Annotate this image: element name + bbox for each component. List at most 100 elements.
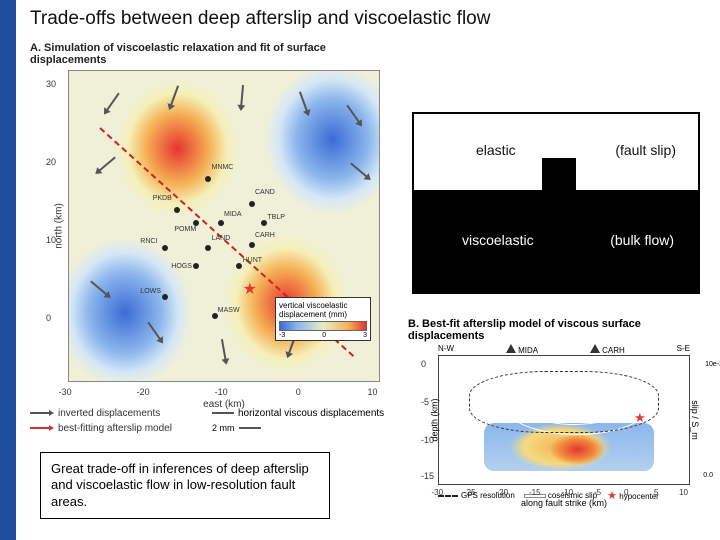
station-label: HUNT [243, 257, 262, 264]
legend-label: horizontal viscous displacements [238, 408, 384, 419]
xtick: -25 [464, 488, 476, 497]
colorbar-tick: -3 [279, 332, 285, 339]
panel-b-nw-label: N-W [438, 344, 454, 355]
panel-b-caption: B. Best-fit afterslip model of viscous s… [408, 318, 710, 342]
station-label: MIDA [518, 346, 538, 355]
gps-resolution-contour [469, 371, 659, 432]
triangle-icon [590, 344, 600, 353]
ytick: 20 [46, 157, 56, 167]
panel-a-scale: horizontal viscous displacements 2 mm [212, 408, 384, 434]
station-label: TBLP [267, 214, 285, 221]
arrow-icon [212, 412, 234, 414]
station-marker [261, 220, 267, 226]
xtick: 10 [368, 387, 378, 397]
ytick: -10 [421, 435, 434, 445]
colorbar-label: vertical viscoelastic [279, 301, 367, 310]
ytick: -5 [421, 397, 429, 407]
station-label: RNCI [140, 238, 157, 245]
xtick: -5 [594, 488, 601, 497]
xtick: 10 [679, 488, 688, 497]
station-marker [218, 220, 224, 226]
ytick: -15 [421, 471, 434, 481]
arrow-icon [350, 163, 370, 180]
panel-a-plot: MNMC PKDB CAND POMM MIDA TBLP RNCI LAND … [68, 70, 380, 382]
xtick: -10 [562, 488, 574, 497]
xtick: -30 [59, 387, 72, 397]
station-marker [193, 220, 199, 226]
arrow-icon [104, 93, 119, 114]
xtick: -15 [529, 488, 541, 497]
xtick: -20 [137, 387, 150, 397]
station-label: CARH [255, 232, 275, 239]
xtick: 0 [624, 488, 628, 497]
ytick: 0 [421, 359, 426, 369]
fault-slip-label: (fault slip) [615, 142, 676, 158]
bulk-flow-label: (bulk flow) [610, 232, 674, 248]
page-title: Trade-offs between deep afterslip and vi… [30, 8, 490, 30]
station-marker [236, 263, 242, 269]
arrow-icon [221, 339, 227, 363]
station-marker [193, 263, 199, 269]
arrow-icon [169, 85, 179, 108]
station-label: LAND [212, 235, 231, 242]
station-label: MIDA [224, 211, 242, 218]
panel-b-plot: ★ depth (km) along fault strike (km) sli… [438, 355, 690, 485]
panel-a-colorbar: vertical viscoelastic displacement (mm) … [275, 297, 371, 341]
elastic-label: elastic [476, 142, 516, 158]
legend-label: best-fitting afterslip model [58, 423, 172, 434]
xtick: -20 [497, 488, 509, 497]
station-marker [162, 245, 168, 251]
colorbar-tick: 3 [363, 332, 367, 339]
colorbar-label2: displacement (mm) [279, 310, 367, 319]
layer-diagram: elastic (fault slip) viscoelastic (bulk … [412, 112, 700, 294]
summary-textbox: Great trade-off in inferences of deep af… [40, 452, 330, 519]
arrow-icon [240, 85, 244, 109]
station-marker [212, 313, 218, 319]
panel-a: A. Simulation of viscoelastic relaxation… [30, 42, 390, 407]
station-label: MNMC [212, 164, 234, 171]
xtick: -10 [215, 387, 228, 397]
ytick: 30 [46, 79, 56, 89]
station-label: PKDB [153, 195, 172, 202]
arrow-icon [30, 412, 52, 414]
station-marker [162, 294, 168, 300]
arrow-icon [30, 427, 52, 429]
hypocenter-star-icon: ★ [243, 279, 257, 299]
star-icon: ★ [607, 490, 617, 502]
xtick: 0 [296, 387, 301, 397]
legend-label: inverted displacements [58, 408, 160, 419]
station-label: LOWS [140, 288, 161, 295]
fault-notch [542, 158, 576, 190]
xtick: -30 [432, 488, 444, 497]
panel-a-caption: A. Simulation of viscoelastic relaxation… [30, 42, 390, 66]
ytick: 0 [46, 313, 51, 323]
panel-b: B. Best-fit afterslip model of viscous s… [408, 318, 710, 508]
station-label: POMM [174, 226, 196, 233]
triangle-icon [506, 344, 516, 353]
panel-b-xlabel: along fault strike (km) [521, 498, 607, 508]
colorbar-strip [279, 321, 367, 331]
station-marker [249, 242, 255, 248]
station-label: HOGS [171, 263, 192, 270]
slip-scale-top: 10e-3 [705, 361, 720, 368]
ytick: 10 [46, 235, 56, 245]
station-marker [205, 176, 211, 182]
arrow-icon [96, 157, 116, 174]
xtick: 5 [654, 488, 658, 497]
station-label: CARH [602, 346, 625, 355]
panel-b-se-label: S-E [677, 344, 690, 355]
panel-a-legend: inverted displacements best-fitting afte… [30, 408, 172, 434]
left-accent-bar [0, 0, 16, 540]
panel-b-right-label: slip / S_m [690, 400, 700, 440]
arrow-icon [239, 427, 261, 429]
station-label: CAND [255, 189, 275, 196]
arrow-icon [90, 281, 110, 298]
colorbar-tick: 0 [322, 332, 326, 339]
viscoelastic-label: viscoelastic [462, 232, 534, 248]
scale-label: 2 mm [212, 423, 235, 433]
station-marker [205, 245, 211, 251]
station-marker [174, 207, 180, 213]
arrow-icon [299, 91, 309, 114]
station-marker [249, 201, 255, 207]
arrow-icon [148, 322, 163, 343]
